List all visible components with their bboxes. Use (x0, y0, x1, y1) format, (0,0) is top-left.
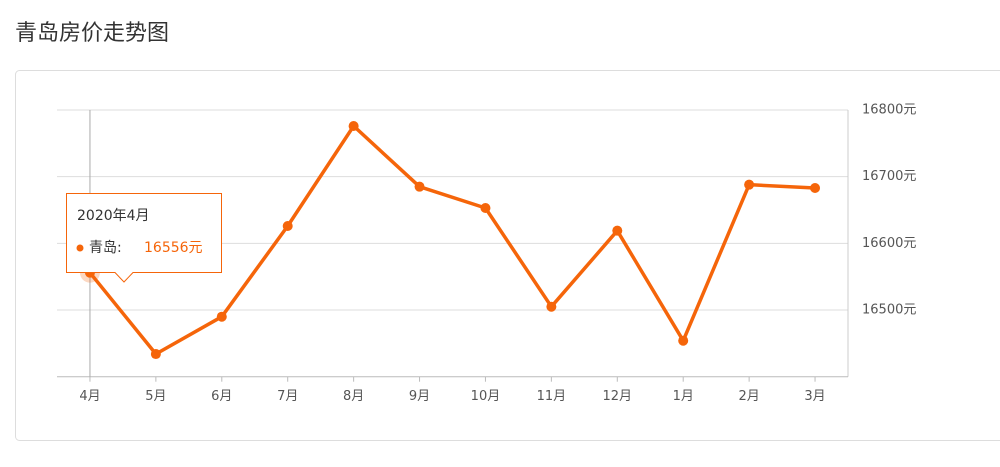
x-tick-label: 4月 (79, 389, 100, 404)
x-tick-label: 1月 (673, 389, 694, 404)
x-tick-label: 8月 (343, 389, 364, 404)
point (678, 336, 688, 346)
tooltip-dot (77, 245, 84, 252)
y-tick-label: 16600元 (862, 236, 916, 251)
point (415, 182, 425, 192)
x-tick-label: 5月 (145, 389, 166, 404)
tooltip-header: 2020年4月 (77, 208, 150, 224)
x-tick-label: 6月 (211, 389, 232, 404)
point (810, 183, 820, 193)
tooltip-label: 青岛: (89, 240, 122, 256)
y-tick-label: 16500元 (862, 303, 916, 318)
x-tick-label: 9月 (409, 389, 430, 404)
point (480, 203, 490, 213)
point (217, 312, 227, 322)
x-tick-label: 3月 (804, 389, 825, 404)
point (349, 121, 359, 131)
x-tick-label: 2月 (738, 389, 759, 404)
y-tick-label: 16800元 (862, 103, 916, 118)
x-tick-label: 10月 (471, 389, 501, 404)
x-tick-label: 12月 (603, 389, 633, 404)
point (151, 349, 161, 359)
tooltip-box (67, 194, 222, 283)
chart-title: 青岛房价走势图 (15, 21, 169, 46)
point (546, 302, 556, 312)
x-tick-label: 11月 (537, 389, 567, 404)
tooltip-value: 16556元 (144, 240, 203, 256)
point (612, 226, 622, 236)
point (744, 180, 754, 190)
y-tick-label: 16700元 (862, 169, 916, 184)
point (283, 221, 293, 231)
x-tick-label: 7月 (277, 389, 298, 404)
